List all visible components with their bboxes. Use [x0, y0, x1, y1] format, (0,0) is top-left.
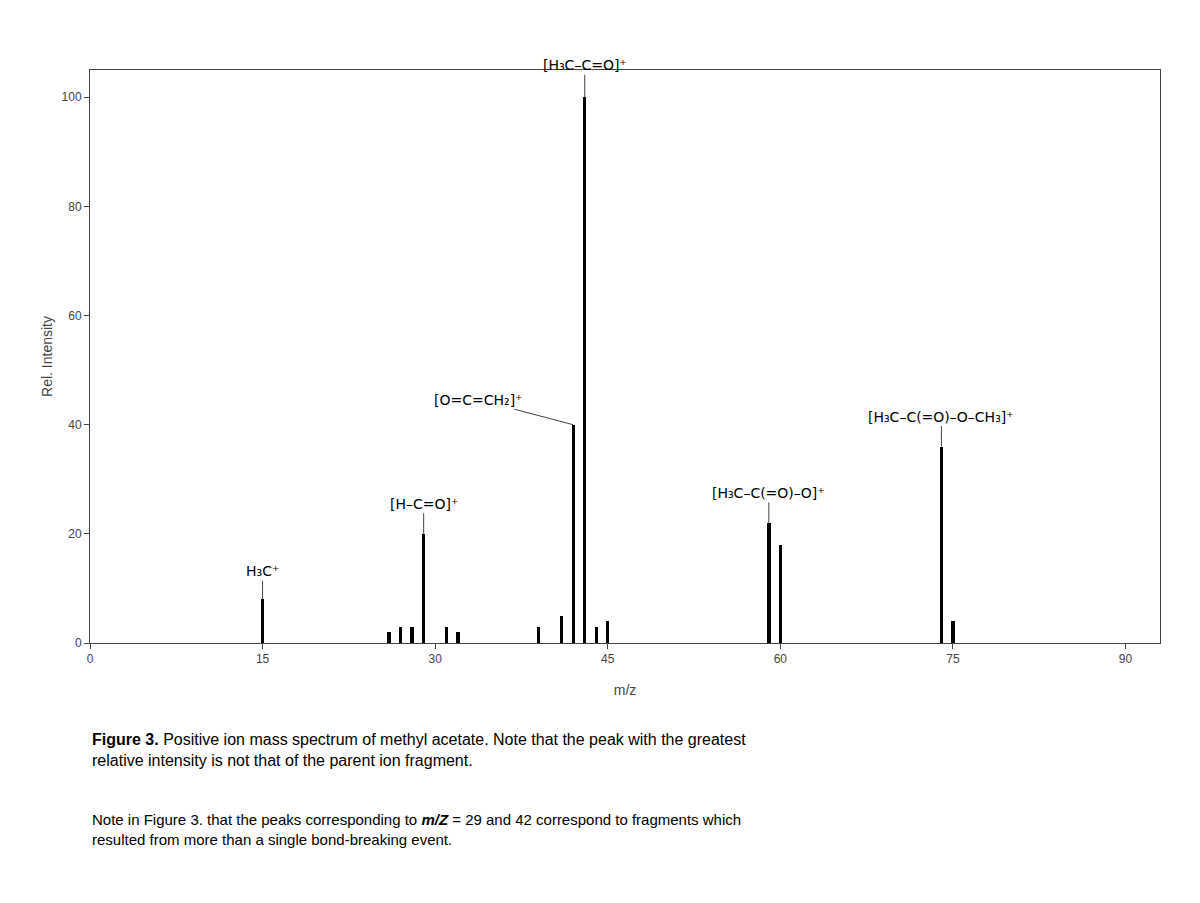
svg-text:30: 30 [428, 652, 442, 666]
svg-text:[H₃C–C(=O)–O–CH₃]⁺: [H₃C–C(=O)–O–CH₃]⁺ [868, 409, 1014, 425]
svg-text:Figure 3. Positive ion mass sp: Figure 3. Positive ion mass spectrum of … [92, 731, 746, 769]
svg-text:75: 75 [946, 652, 960, 666]
svg-text:H₃C⁺: H₃C⁺ [246, 563, 279, 579]
svg-text:45: 45 [601, 652, 615, 666]
svg-text:80: 80 [68, 200, 82, 214]
svg-text:0: 0 [87, 652, 94, 666]
svg-text:Rel. Intensity: Rel. Intensity [39, 316, 55, 397]
svg-text:Note in Figure 3. that the pea: Note in Figure 3. that the peaks corresp… [92, 811, 741, 848]
svg-text:[H₃C–C=O]⁺: [H₃C–C=O]⁺ [543, 57, 627, 73]
svg-text:m/z: m/z [614, 682, 637, 698]
svg-text:60: 60 [774, 652, 788, 666]
svg-text:20: 20 [68, 527, 82, 541]
svg-text:15: 15 [256, 652, 270, 666]
svg-text:60: 60 [68, 309, 82, 323]
svg-text:[H₃C–C(=O)–O]⁺: [H₃C–C(=O)–O]⁺ [712, 485, 825, 501]
svg-text:[O=C=CH₂]⁺: [O=C=CH₂]⁺ [434, 392, 522, 408]
svg-text:[H–C=O]⁺: [H–C=O]⁺ [390, 496, 458, 512]
svg-text:0: 0 [75, 636, 82, 650]
svg-text:40: 40 [68, 418, 82, 432]
svg-text:90: 90 [1119, 652, 1133, 666]
svg-text:100: 100 [62, 90, 82, 104]
